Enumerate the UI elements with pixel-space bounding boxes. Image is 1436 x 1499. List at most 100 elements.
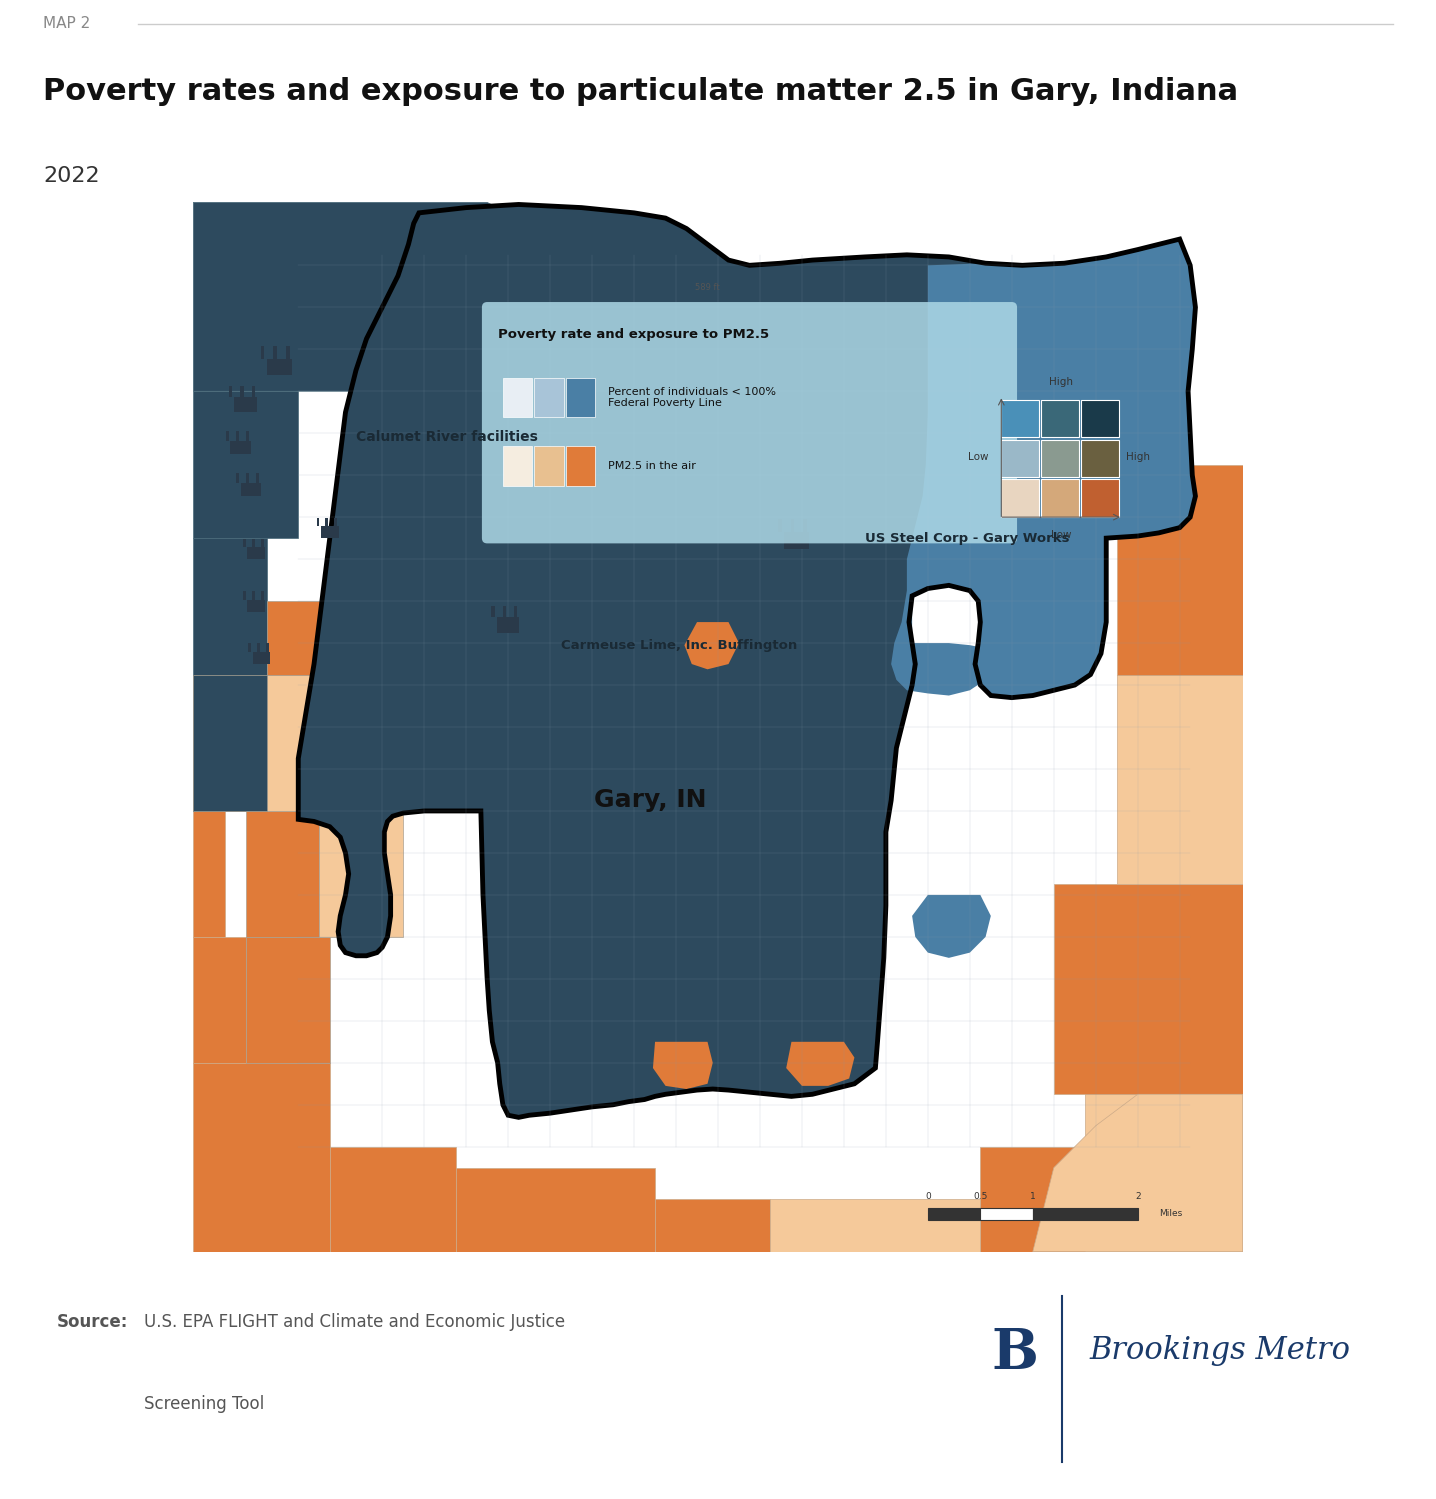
Polygon shape (246, 811, 319, 937)
Bar (491, 606, 495, 618)
Bar (1001, 480, 1040, 517)
Polygon shape (771, 1199, 981, 1252)
Text: 0: 0 (925, 1192, 931, 1201)
Text: 1: 1 (1030, 1192, 1035, 1201)
Bar (791, 519, 794, 532)
Bar (253, 652, 270, 664)
Bar (240, 385, 244, 397)
Text: Miles: Miles (1159, 1210, 1182, 1219)
Polygon shape (194, 675, 267, 811)
Bar (267, 358, 292, 376)
Text: 0.5: 0.5 (974, 1192, 988, 1201)
Polygon shape (194, 1063, 330, 1252)
Text: 2022: 2022 (43, 166, 99, 186)
Polygon shape (1054, 884, 1242, 1094)
Bar (534, 445, 564, 486)
Polygon shape (299, 204, 1195, 1117)
FancyBboxPatch shape (482, 303, 1017, 544)
Bar (1081, 480, 1119, 517)
Bar (246, 430, 248, 441)
Bar (243, 591, 246, 600)
Bar (234, 397, 257, 412)
Text: Screening Tool: Screening Tool (144, 1396, 264, 1414)
Polygon shape (981, 1147, 1086, 1252)
Bar (251, 385, 256, 397)
Bar (1081, 439, 1119, 477)
Bar (981, 1208, 1032, 1220)
Text: U.S. EPA FLIGHT and Climate and Economic Justice: U.S. EPA FLIGHT and Climate and Economic… (144, 1313, 566, 1331)
Bar (566, 378, 596, 418)
Bar (257, 643, 260, 652)
Bar (228, 385, 233, 397)
Polygon shape (194, 538, 267, 675)
Polygon shape (653, 1042, 712, 1088)
Bar (1041, 439, 1078, 477)
Bar (503, 445, 533, 486)
Bar (231, 441, 251, 454)
Bar (286, 346, 290, 358)
Bar (225, 430, 228, 441)
Text: Percent of individuals < 100%
Federal Poverty Line: Percent of individuals < 100% Federal Po… (607, 387, 775, 408)
Text: Carmeuse Lime, Inc. Buffington: Carmeuse Lime, Inc. Buffington (560, 639, 797, 652)
Bar (317, 517, 319, 526)
Bar (273, 346, 277, 358)
Text: Low: Low (1051, 529, 1071, 540)
Bar (247, 547, 266, 559)
Text: PM2.5 in the air: PM2.5 in the air (607, 460, 695, 471)
Text: High: High (1126, 453, 1150, 462)
Bar (497, 618, 520, 633)
Bar (253, 591, 254, 600)
Text: High: High (1050, 378, 1073, 387)
Polygon shape (1086, 1094, 1242, 1252)
Polygon shape (194, 391, 299, 538)
Bar (803, 519, 807, 532)
Bar (534, 378, 564, 418)
Bar (261, 538, 264, 547)
Polygon shape (912, 895, 991, 958)
Polygon shape (246, 937, 330, 1063)
Text: US Steel Corp - Gary Works: US Steel Corp - Gary Works (864, 532, 1070, 544)
Polygon shape (194, 675, 267, 811)
Bar (784, 532, 810, 549)
Text: Gary, IN: Gary, IN (593, 788, 707, 812)
Text: Poverty rate and exposure to PM2.5: Poverty rate and exposure to PM2.5 (498, 328, 768, 342)
Bar (514, 606, 517, 618)
Text: Calumet River facilities: Calumet River facilities (356, 430, 538, 444)
Polygon shape (785, 1042, 854, 1085)
Text: MAP 2: MAP 2 (43, 16, 90, 31)
Text: Low: Low (968, 453, 989, 462)
Bar (566, 445, 596, 486)
Bar (326, 517, 329, 526)
Bar (1001, 439, 1040, 477)
Text: Poverty rates and exposure to particulate matter 2.5 in Gary, Indiana: Poverty rates and exposure to particulat… (43, 76, 1238, 106)
Bar (261, 591, 264, 600)
Polygon shape (655, 1199, 771, 1252)
Polygon shape (194, 811, 225, 937)
Bar (247, 600, 266, 612)
Polygon shape (194, 937, 246, 1063)
Bar (335, 517, 337, 526)
Bar (261, 346, 264, 358)
Text: 2: 2 (1134, 1192, 1140, 1201)
Bar (1041, 400, 1078, 438)
Bar (241, 483, 261, 496)
Text: Brookings Metro: Brookings Metro (1090, 1336, 1350, 1366)
Text: B: B (991, 1327, 1038, 1381)
Polygon shape (194, 202, 592, 391)
Polygon shape (455, 1168, 655, 1252)
Polygon shape (685, 622, 740, 669)
Bar (248, 643, 251, 652)
Bar (243, 538, 246, 547)
Polygon shape (267, 601, 350, 675)
Bar (253, 538, 254, 547)
Bar (266, 643, 269, 652)
Bar (236, 430, 238, 441)
Bar (1032, 1208, 1137, 1220)
Bar (503, 606, 505, 618)
Bar (1001, 400, 1040, 438)
Bar (320, 526, 339, 538)
Polygon shape (1032, 1094, 1242, 1252)
Text: 589 ft: 589 ft (695, 282, 719, 291)
Polygon shape (1117, 465, 1242, 675)
Bar (256, 472, 260, 483)
